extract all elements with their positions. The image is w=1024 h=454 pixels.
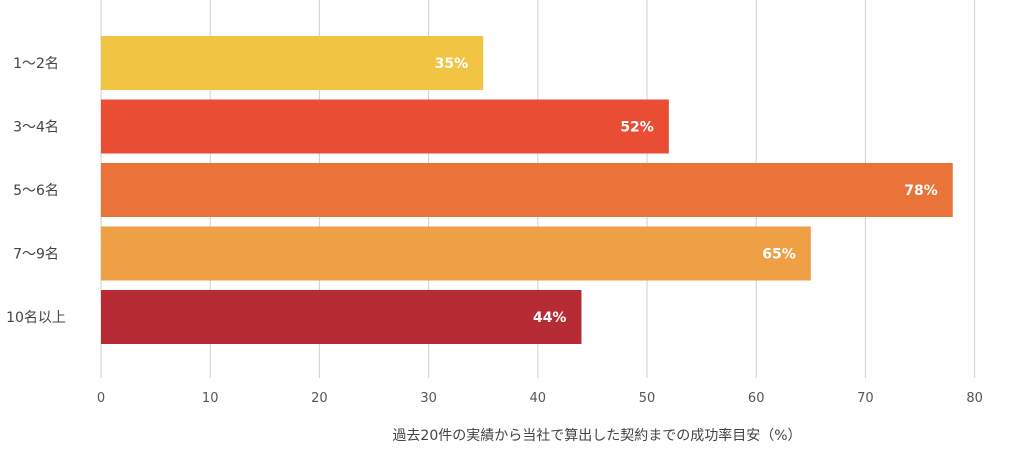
- bar-value-label: 65%: [762, 247, 796, 263]
- bar-value-label: 52%: [620, 120, 654, 136]
- category-label: 10名以上: [6, 310, 66, 326]
- bar-1: [101, 99, 669, 154]
- x-tick-label: 70: [857, 391, 874, 406]
- category-label: 7〜9名: [13, 247, 59, 263]
- bars: [101, 36, 953, 344]
- x-tick-label: 10: [202, 391, 219, 406]
- category-label: 3〜4名: [13, 120, 59, 136]
- bar-2: [101, 163, 953, 217]
- x-tick-label: 30: [420, 391, 437, 406]
- bar-3: [101, 226, 811, 281]
- x-tick-label: 20: [311, 391, 328, 406]
- bar-value-label: 78%: [904, 183, 938, 199]
- x-tick-label: 0: [97, 391, 105, 406]
- x-tick-label: 40: [530, 391, 547, 406]
- x-tick-label: 60: [748, 391, 765, 406]
- category-label: 5〜6名: [13, 183, 59, 199]
- bar-value-label: 44%: [533, 310, 567, 326]
- bar-value-label: 35%: [435, 56, 469, 72]
- x-tick-label: 80: [966, 391, 983, 406]
- bar-0: [101, 36, 484, 90]
- x-tick-label: 50: [639, 391, 656, 406]
- bar-4: [101, 290, 582, 344]
- x-axis-title: 過去20件の実績から当社で算出した契約までの成功率目安（%）: [392, 427, 801, 444]
- labels: 0 10 20 30 40 50 60 70 80 1〜2名 35% 3〜4名 52% 5〜6名 78% 7〜…: [6, 56, 983, 406]
- category-label: 1〜2名: [13, 56, 59, 72]
